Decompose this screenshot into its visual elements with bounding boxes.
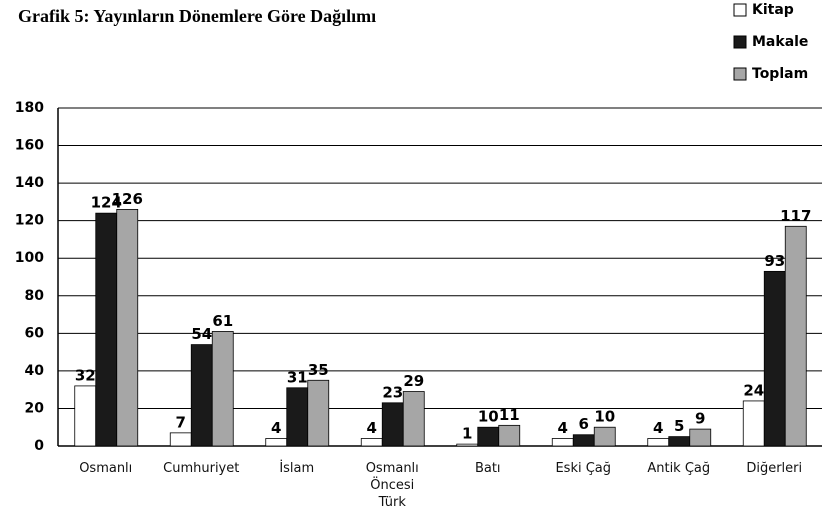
- data-label: 35: [308, 361, 329, 379]
- data-label: 24: [743, 381, 764, 399]
- data-label: 29: [403, 372, 424, 390]
- x-tick-label: Antik Çağ: [647, 461, 711, 476]
- data-label: 4: [367, 419, 377, 437]
- y-tick-label: 160: [15, 138, 44, 154]
- data-label: 10: [478, 408, 499, 426]
- legend-swatch: [733, 3, 747, 17]
- data-label: 5: [674, 417, 684, 435]
- bar: [116, 208, 139, 447]
- data-label: 23: [382, 383, 403, 401]
- data-label: 9: [695, 410, 705, 428]
- x-tick-label: Osmanlı Öncesi Türk: [365, 461, 419, 510]
- bar: [477, 426, 500, 447]
- bar: [763, 270, 786, 447]
- bar: [190, 344, 213, 447]
- data-label: 54: [191, 325, 212, 343]
- bar: [402, 391, 425, 447]
- data-label: 4: [653, 419, 663, 437]
- bar: [74, 385, 97, 447]
- bar: [498, 424, 521, 447]
- data-label: 10: [594, 408, 615, 426]
- x-tick-label: Diğerleri: [746, 461, 803, 476]
- data-label: 7: [176, 413, 186, 431]
- y-tick-label: 140: [15, 175, 44, 191]
- bar: [456, 443, 479, 447]
- legend-swatch: [733, 35, 747, 49]
- y-tick-label: 0: [34, 438, 44, 454]
- y-tick-label: 20: [25, 400, 45, 416]
- bar: [265, 438, 288, 447]
- bar: [551, 438, 574, 447]
- data-label: 124: [91, 194, 122, 212]
- bar: [742, 400, 765, 447]
- bar: [572, 434, 595, 447]
- data-label: 6: [579, 415, 589, 433]
- legend-label: Kitap: [752, 2, 794, 18]
- data-label: 117: [780, 207, 811, 225]
- bar: [307, 379, 330, 447]
- y-tick-label: 60: [25, 325, 45, 341]
- x-tick-label: Eski Çağ: [555, 461, 612, 476]
- y-tick-label: 180: [15, 100, 44, 116]
- bar: [593, 426, 616, 447]
- y-tick-label: 120: [15, 213, 44, 229]
- bar: [95, 212, 118, 447]
- legend-label: Makale: [752, 34, 808, 50]
- bar: [784, 225, 807, 447]
- data-label: 31: [287, 368, 308, 386]
- chart-title: Grafik 5: Yayınların Dönemlere Göre Dağı…: [18, 6, 376, 26]
- data-label: 93: [764, 252, 785, 270]
- data-label: 4: [558, 419, 568, 437]
- x-tick-label: Batı: [474, 461, 501, 476]
- x-tick-label: İslam: [279, 461, 315, 476]
- y-tick-label: 100: [15, 250, 44, 266]
- data-label: 126: [112, 190, 143, 208]
- bar: [668, 436, 691, 447]
- bar: [169, 432, 192, 447]
- data-label: 4: [271, 419, 281, 437]
- bar: [647, 438, 670, 447]
- x-tick-label: Osmanlı: [79, 461, 133, 476]
- bar: [211, 331, 234, 447]
- data-label: 1: [462, 425, 472, 443]
- bar: [360, 438, 383, 447]
- bar: [689, 428, 712, 447]
- bar: [286, 387, 309, 447]
- legend-swatch: [733, 67, 747, 81]
- data-label: 11: [499, 406, 520, 424]
- bar: [381, 402, 404, 447]
- data-label: 32: [75, 366, 96, 384]
- legend-label: Toplam: [752, 66, 808, 82]
- y-tick-label: 40: [25, 363, 45, 379]
- y-tick-label: 80: [25, 288, 45, 304]
- x-tick-label: Cumhuriyet: [163, 461, 240, 476]
- data-label: 61: [212, 312, 233, 330]
